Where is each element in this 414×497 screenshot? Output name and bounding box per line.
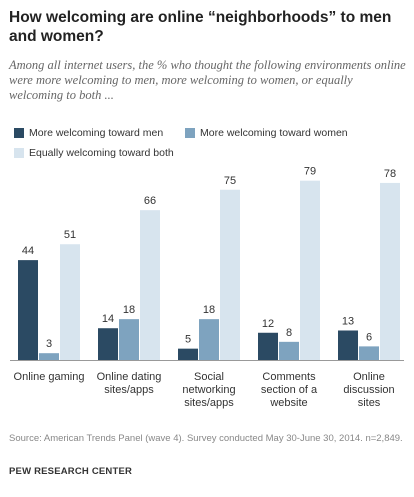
source-note: Source: American Trends Panel (wave 4). …	[9, 433, 403, 444]
data-label-women-0: 3	[46, 338, 52, 350]
chart-subtitle: Among all internet users, the % who thou…	[9, 58, 406, 102]
bar-both-3	[300, 180, 320, 360]
data-label-both-1: 66	[144, 195, 156, 207]
data-label-both-3: 79	[304, 166, 316, 178]
data-label-men-2: 5	[185, 334, 191, 346]
data-label-women-3: 8	[286, 327, 292, 339]
data-label-both-4: 78	[384, 168, 396, 180]
data-label-both-2: 75	[224, 175, 236, 187]
category-label-3: Comments section of a website	[261, 371, 318, 409]
bar-both-0	[60, 244, 80, 360]
data-label-both-0: 51	[64, 229, 76, 241]
bar-both-4	[380, 182, 400, 360]
bar-women-4	[359, 346, 379, 360]
legend-swatch-men	[14, 128, 24, 138]
bar-women-1	[119, 319, 139, 360]
legend-label-both: Equally welcoming toward both	[29, 147, 174, 159]
category-label-2: Social networking sites/apps	[182, 371, 235, 409]
legend-item-women: More welcoming toward women	[185, 127, 348, 139]
bar-men-0	[18, 260, 38, 360]
category-label-0: Online gaming	[14, 371, 85, 383]
brand-credit: PEW RESEARCH CENTER	[9, 466, 133, 477]
data-label-women-2: 18	[203, 304, 215, 316]
data-label-men-1: 14	[102, 313, 114, 325]
bar-women-3	[279, 341, 299, 360]
legend-item-both: Equally welcoming toward both	[14, 147, 174, 159]
data-label-men-0: 44	[22, 245, 34, 257]
data-label-women-4: 6	[366, 331, 372, 343]
bar-women-2	[199, 319, 219, 360]
data-label-women-1: 18	[123, 304, 135, 316]
category-label-4: Online discussion sites	[343, 371, 394, 409]
data-label-men-4: 13	[342, 315, 354, 327]
legend-swatch-both	[14, 148, 24, 158]
legend-item-men: More welcoming toward men	[14, 127, 163, 139]
legend-swatch-women	[185, 128, 195, 138]
bar-men-3	[258, 332, 278, 360]
bar-both-1	[140, 210, 160, 360]
bar-both-2	[220, 189, 240, 360]
chart-title: How welcoming are online “neighborhoods”…	[9, 9, 392, 45]
bar-men-2	[178, 348, 198, 360]
legend-label-men: More welcoming toward men	[29, 127, 164, 139]
legend-label-women: More welcoming toward women	[200, 127, 348, 139]
bar-men-4	[338, 330, 358, 360]
category-label-1: Online dating sites/apps	[97, 371, 162, 396]
data-label-men-3: 12	[262, 318, 274, 330]
bar-men-1	[98, 328, 118, 360]
bar-women-0	[39, 353, 59, 360]
